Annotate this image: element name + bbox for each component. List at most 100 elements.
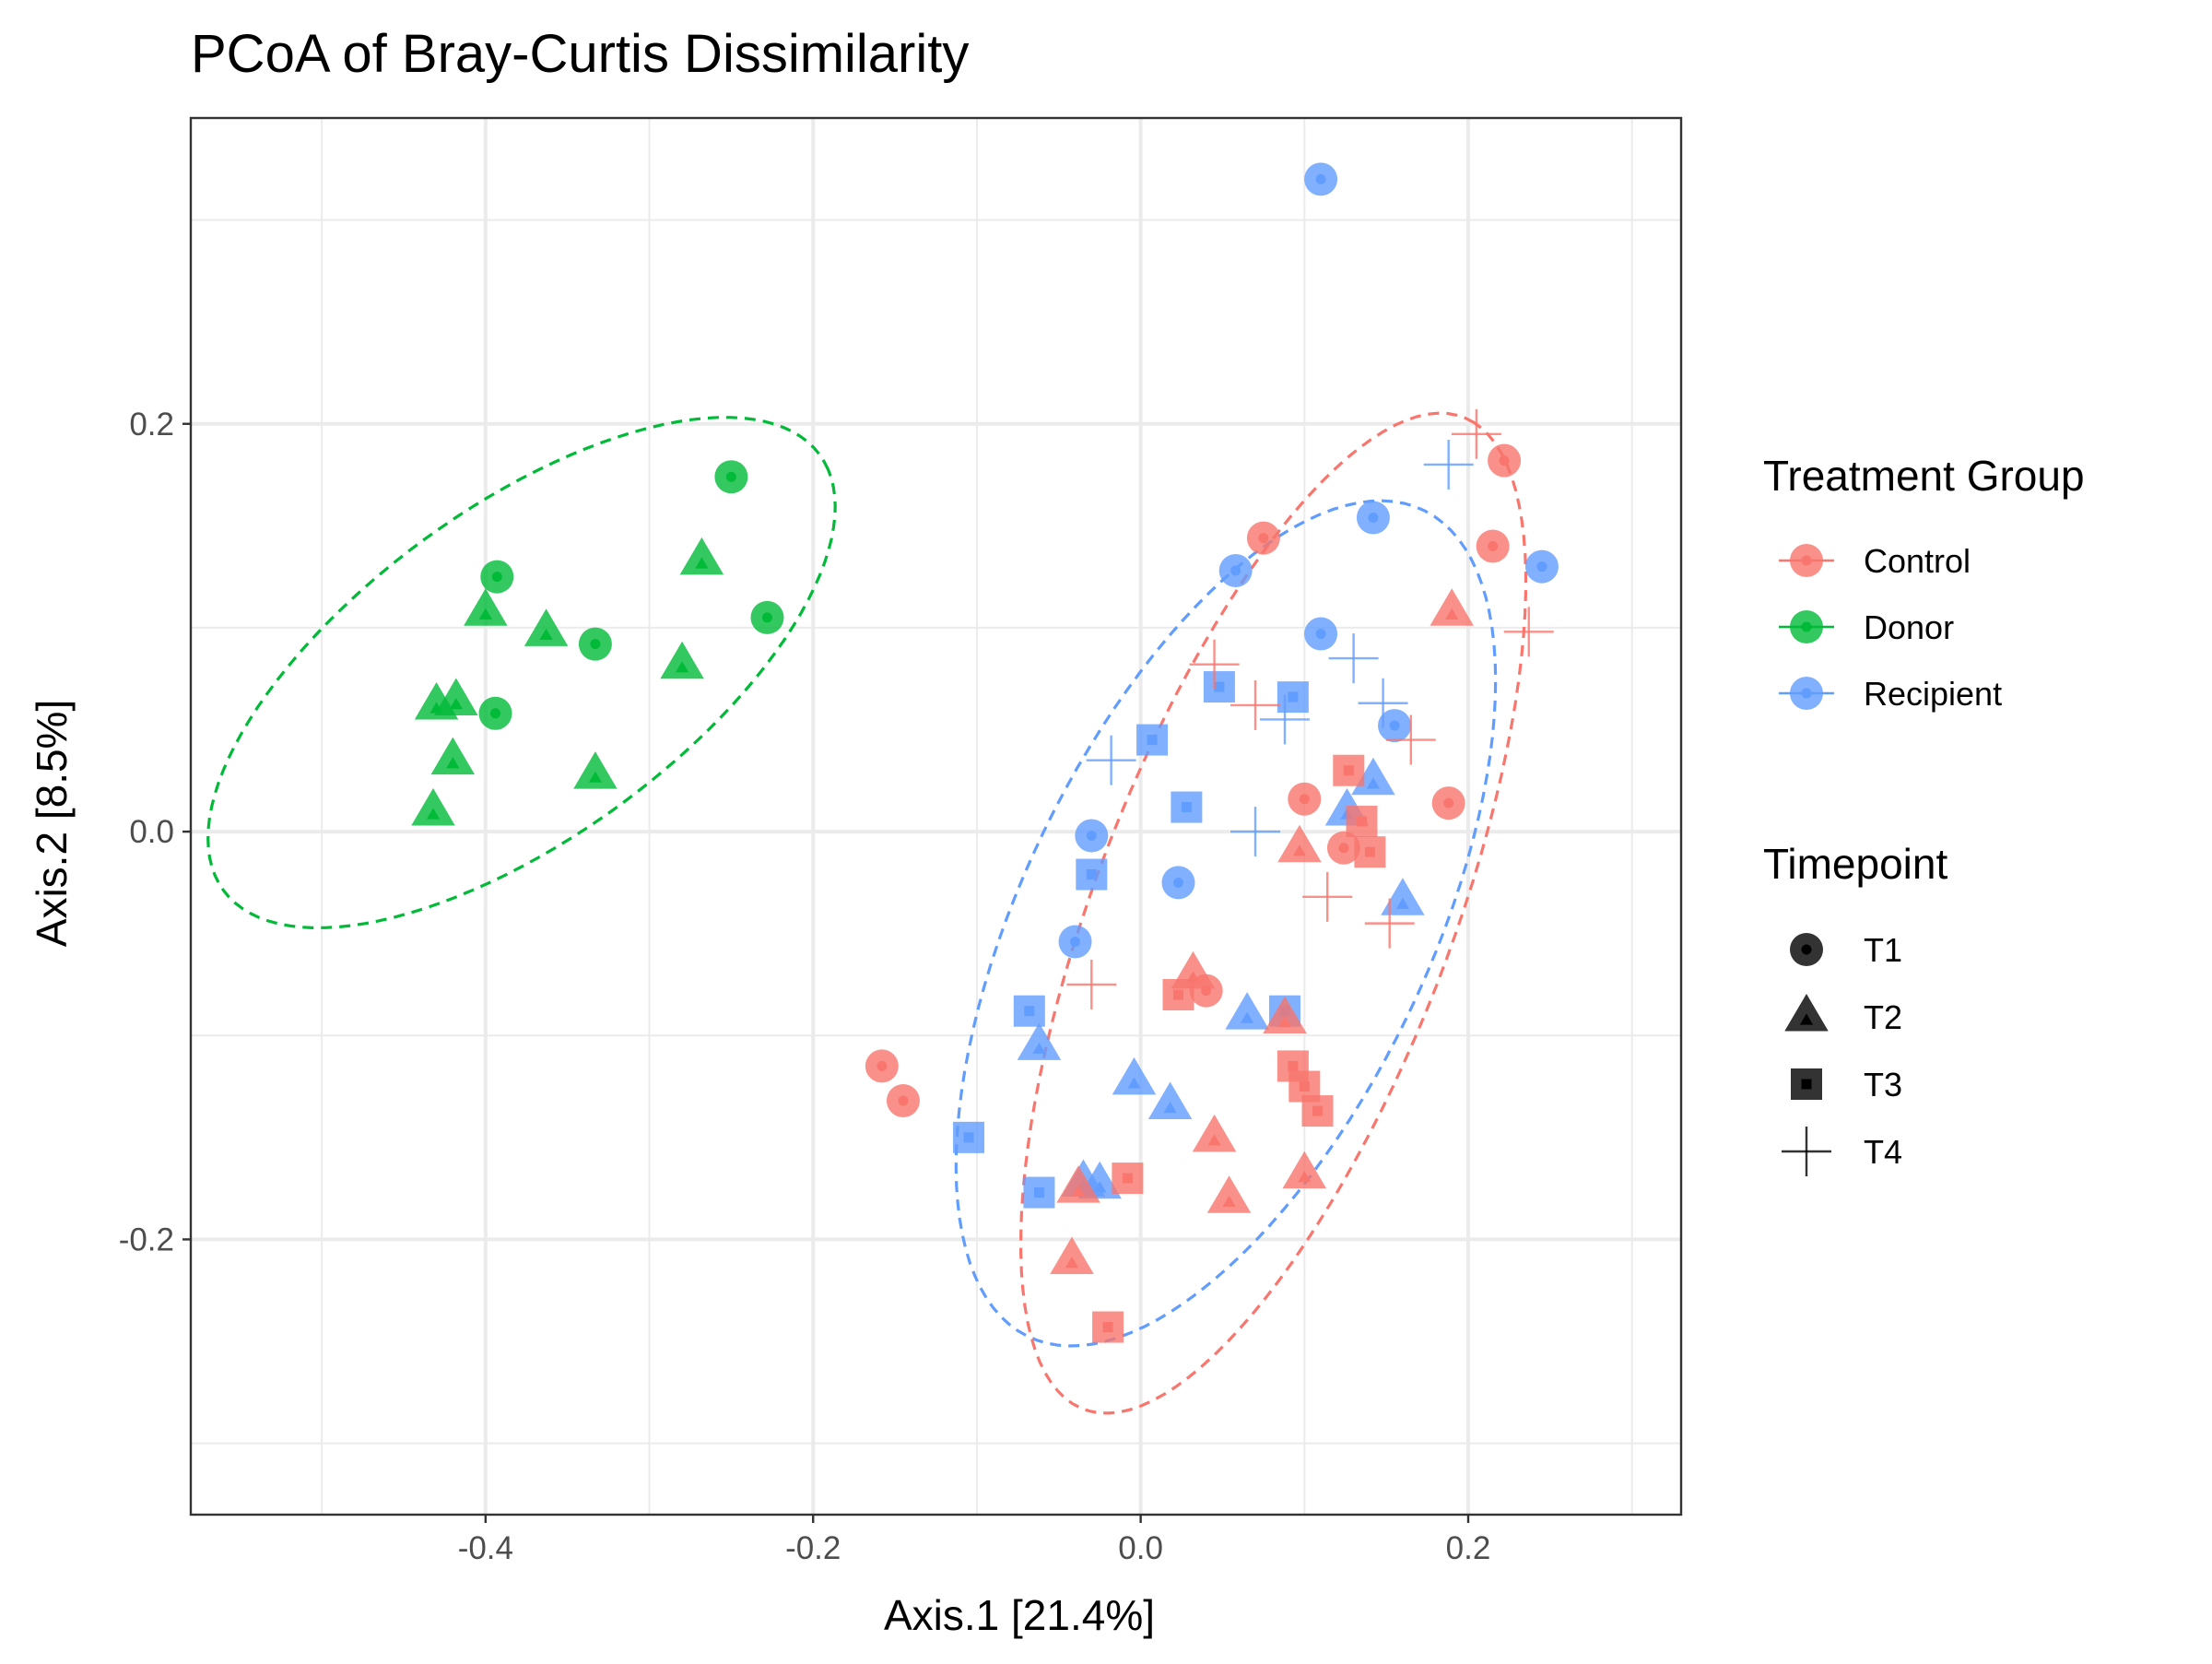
- point-recipient-t2: [1381, 878, 1425, 915]
- point-recipient-t2-center: [1240, 1011, 1254, 1023]
- point-control-t2-center: [1065, 1257, 1079, 1269]
- legend-label-control: Control: [1864, 542, 1971, 580]
- legend-key-recipient: [1779, 677, 1834, 710]
- point-control-t2-center: [1222, 1195, 1236, 1207]
- point-donor-t1: [480, 560, 514, 594]
- x-tick-label: -0.2: [785, 1530, 841, 1566]
- point-control-t1-center: [1443, 797, 1454, 808]
- point-donor-t1-center: [725, 471, 736, 482]
- point-control-t1-center: [1499, 455, 1510, 466]
- legend-key-t1: [1790, 933, 1823, 966]
- point-recipient-t3: [1023, 1176, 1055, 1209]
- point-control-t2: [1430, 588, 1474, 626]
- y-tick-label: -0.2: [119, 1221, 174, 1257]
- point-donor-t2-body: [430, 737, 476, 775]
- point-control-t3: [1333, 754, 1365, 786]
- point-recipient-t4: [1230, 807, 1280, 857]
- point-recipient-t3-center: [1024, 1006, 1035, 1017]
- point-recipient-t1-center: [1230, 565, 1241, 576]
- point-control-t1-center: [1338, 843, 1349, 854]
- point-control-t1: [1246, 521, 1280, 555]
- y-axis-title: Axis.2 [8.5%]: [28, 700, 76, 947]
- point-recipient-t2-body: [1381, 878, 1425, 915]
- point-recipient-t2-body: [1112, 1056, 1157, 1095]
- point-recipient-t4: [1423, 439, 1474, 490]
- point-donor-t1-center: [761, 612, 772, 623]
- point-control-t2: [1050, 1236, 1094, 1275]
- point-donor-t1-center: [490, 708, 501, 719]
- point-donor-t1-center: [491, 572, 502, 583]
- point-donor-t2: [430, 737, 476, 775]
- legend-key-dot: [1801, 555, 1812, 566]
- point-control-t2-body: [1263, 996, 1307, 1034]
- point-recipient-t3-center: [1033, 1187, 1044, 1198]
- point-recipient-t3-center: [1288, 691, 1299, 702]
- point-control-t4: [1302, 871, 1353, 922]
- x-axis-title: Axis.1 [21.4%]: [884, 1591, 1155, 1639]
- point-control-t3-center: [1364, 846, 1375, 857]
- legend-label-t2: T2: [1864, 998, 1902, 1036]
- legend-key-control: [1779, 544, 1834, 577]
- data-points: [411, 162, 1559, 1343]
- point-control-t4: [1230, 679, 1280, 730]
- point-control-t1: [886, 1084, 920, 1118]
- point-control-t3-center: [1357, 816, 1367, 827]
- ellipse-control: [1018, 411, 1528, 1415]
- legend-key-t3-center: [1801, 1079, 1812, 1090]
- legend-key-t4: [1782, 1127, 1831, 1176]
- point-control-t2-body: [1050, 1236, 1094, 1275]
- point-recipient-t2-body: [1017, 1022, 1062, 1060]
- point-recipient-t1: [1356, 501, 1390, 535]
- point-control-t2-body: [1277, 824, 1322, 863]
- point-donor-t2: [524, 608, 569, 646]
- point-donor-t1: [478, 696, 512, 730]
- point-control-t1-center: [1258, 533, 1269, 544]
- point-control-t2: [1192, 1114, 1237, 1152]
- point-control-t2-center: [1071, 1185, 1086, 1197]
- point-control-t2-center: [1277, 1016, 1292, 1028]
- point-recipient-t2-center: [1032, 1042, 1046, 1054]
- legend-key-t2-center: [1799, 1013, 1814, 1025]
- point-recipient-t2-center: [1163, 1101, 1177, 1114]
- point-recipient-t4: [1086, 735, 1136, 785]
- axes: -0.4 -0.2 0.0 0.2 -0.2 0.0 0.2: [119, 116, 1683, 1566]
- point-recipient-t1-center: [1315, 629, 1326, 640]
- point-control-t3: [1162, 979, 1194, 1011]
- point-control-t2-body: [1430, 588, 1474, 626]
- point-control-t3-center: [1299, 1081, 1310, 1092]
- panel-border: [189, 116, 1683, 1516]
- point-donor-t2: [434, 678, 478, 716]
- point-recipient-t2-center: [1366, 777, 1381, 789]
- point-control-t2-body: [1056, 1165, 1100, 1203]
- point-recipient-t4: [1328, 633, 1379, 684]
- legend-title-treatment: Treatment Group: [1763, 452, 2085, 500]
- point-recipient-t1: [1304, 162, 1338, 196]
- point-donor-t2-body: [464, 588, 508, 626]
- legend-key-donor: [1779, 610, 1834, 643]
- x-tick-label: 0.0: [1118, 1530, 1163, 1566]
- point-recipient-t3: [1203, 671, 1235, 703]
- point-control-t1: [1476, 529, 1510, 563]
- point-recipient-t2: [1147, 1081, 1193, 1119]
- y-tick-label: 0.2: [129, 407, 174, 443]
- point-control-t1: [1431, 786, 1465, 820]
- point-recipient-t1-center: [1389, 720, 1400, 731]
- point-recipient-t3: [953, 1121, 985, 1153]
- point-recipient-t3: [1013, 995, 1045, 1027]
- point-control-t2-center: [1207, 1134, 1221, 1146]
- point-recipient-t2: [1017, 1022, 1062, 1060]
- point-control-t4: [1385, 714, 1436, 765]
- grid-lines: [191, 118, 1681, 1515]
- ellipse-recipient: [954, 499, 1498, 1348]
- point-recipient-t4: [1358, 678, 1408, 728]
- point-control-t4: [1503, 607, 1554, 657]
- legend-key-dot: [1801, 688, 1812, 699]
- point-control-t2-body: [1282, 1151, 1327, 1189]
- legend-label-t1: T1: [1864, 931, 1902, 969]
- ellipse-donor: [206, 416, 837, 930]
- point-control-t2: [1282, 1151, 1327, 1189]
- point-donor-t2-center: [446, 757, 460, 769]
- point-donor-t2-body: [411, 787, 455, 826]
- point-control-t3-center: [1343, 765, 1354, 776]
- group-ellipses: [206, 411, 1528, 1415]
